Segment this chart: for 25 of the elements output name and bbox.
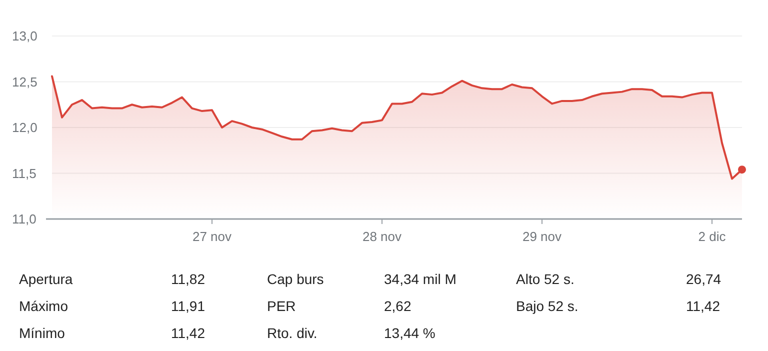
text: Alto 52 s. bbox=[516, 271, 574, 287]
y-tick-label: 11,5 bbox=[12, 166, 36, 181]
y-tick-label: 12,5 bbox=[12, 74, 38, 90]
text: 11,42 bbox=[171, 325, 206, 341]
x-tick-label: 27 nov bbox=[192, 229, 232, 244]
text: Mínimo bbox=[19, 325, 66, 341]
text: Bajo 52 s. bbox=[516, 298, 578, 314]
y-tick-label: 13,0 bbox=[12, 28, 38, 44]
x-tick-label: 29 nov bbox=[522, 229, 562, 244]
text: Cap burs bbox=[267, 271, 324, 287]
text: PER bbox=[267, 298, 296, 314]
text: 26,74 bbox=[686, 271, 722, 287]
text: 2,62 bbox=[384, 298, 412, 314]
text: 11,91 bbox=[171, 298, 206, 314]
y-tick-label: 11,0 bbox=[12, 212, 36, 227]
text: 11,42 bbox=[686, 298, 720, 314]
x-tick-label: 2 dic bbox=[698, 229, 726, 244]
text: 11,82 bbox=[171, 271, 206, 287]
text: Rto. div. bbox=[267, 325, 318, 341]
text: Apertura bbox=[19, 271, 73, 287]
x-tick-label: 28 nov bbox=[362, 229, 402, 244]
text: Máximo bbox=[19, 298, 68, 314]
y-tick-label: 12,0 bbox=[12, 120, 38, 136]
text: 13,44 % bbox=[384, 325, 436, 341]
text: 34,34 mil M bbox=[384, 271, 456, 287]
